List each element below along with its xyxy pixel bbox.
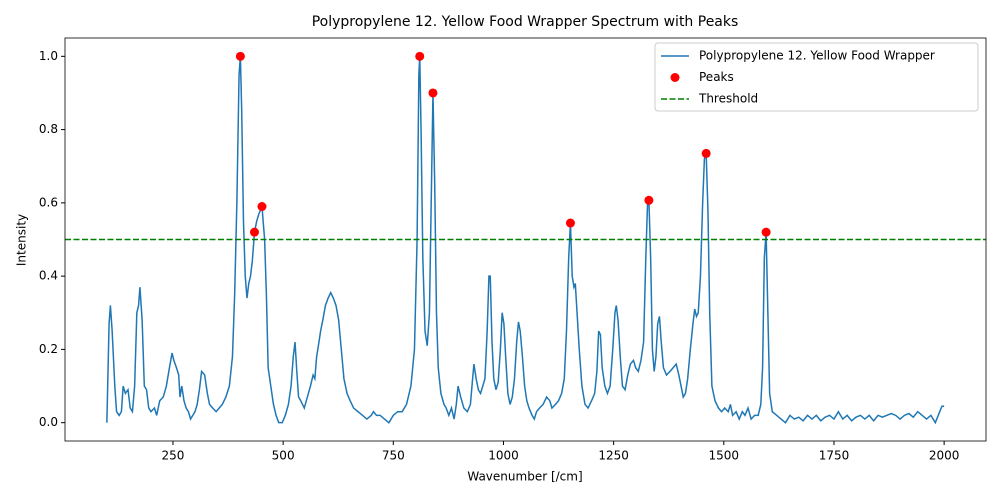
y-tick-label: 0.8	[39, 122, 58, 136]
peak-marker	[249, 227, 259, 237]
x-tick-label: 750	[382, 449, 405, 463]
x-tick-label: 500	[272, 449, 295, 463]
chart-title: Polypropylene 12. Yellow Food Wrapper Sp…	[312, 14, 739, 30]
x-tick-label: 2000	[929, 449, 960, 463]
legend-label: Threshold	[698, 92, 758, 106]
y-axis-label: Intensity	[15, 214, 29, 266]
peak-marker	[235, 51, 245, 61]
y-tick-label: 0.2	[39, 342, 58, 356]
x-tick-label: 1000	[488, 449, 519, 463]
spectrum-line	[106, 56, 945, 425]
y-tick-label: 0.6	[39, 195, 58, 209]
peak-marker	[257, 202, 267, 212]
legend-label: Polypropylene 12. Yellow Food Wrapper	[699, 49, 935, 63]
peak-marker	[415, 51, 425, 61]
x-tick-label: 250	[162, 449, 185, 463]
peak-marker	[428, 88, 438, 98]
peak-marker	[644, 195, 654, 205]
x-tick-label: 1500	[709, 449, 740, 463]
y-tick-label: 0.4	[39, 269, 58, 283]
legend: Polypropylene 12. Yellow Food Wrapper Pea…	[654, 42, 979, 112]
axes-frame	[64, 37, 987, 442]
legend-box	[654, 42, 979, 112]
peak-marker	[565, 218, 575, 228]
y-tick-label: 1.0	[39, 49, 58, 63]
x-axis-label: Wavenumber [/cm]	[467, 470, 582, 484]
y-tick-label: 0.0	[39, 415, 58, 429]
legend-label: Peaks	[699, 70, 734, 84]
peak-marker	[701, 148, 711, 158]
x-tick-label: 1250	[598, 449, 629, 463]
peak-marker	[761, 227, 771, 237]
legend-marker	[670, 73, 680, 82]
x-tick-label: 1750	[819, 449, 850, 463]
